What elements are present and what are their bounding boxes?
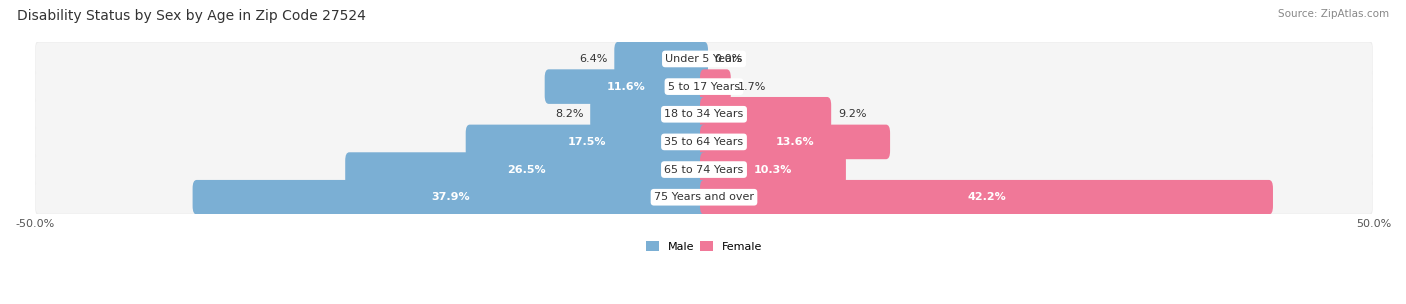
FancyBboxPatch shape [35, 179, 1372, 215]
Text: 37.9%: 37.9% [432, 192, 470, 202]
Text: 9.2%: 9.2% [838, 109, 866, 119]
Text: 42.2%: 42.2% [967, 192, 1005, 202]
Text: 11.6%: 11.6% [607, 81, 645, 92]
FancyBboxPatch shape [614, 42, 709, 76]
Text: 65 to 74 Years: 65 to 74 Years [665, 164, 744, 174]
FancyBboxPatch shape [35, 181, 1372, 214]
FancyBboxPatch shape [35, 41, 1372, 77]
FancyBboxPatch shape [35, 98, 1372, 131]
Text: 75 Years and over: 75 Years and over [654, 192, 754, 202]
Text: 13.6%: 13.6% [776, 137, 814, 147]
Text: Under 5 Years: Under 5 Years [665, 54, 742, 64]
Text: 6.4%: 6.4% [579, 54, 607, 64]
Text: Disability Status by Sex by Age in Zip Code 27524: Disability Status by Sex by Age in Zip C… [17, 9, 366, 23]
FancyBboxPatch shape [591, 97, 709, 132]
FancyBboxPatch shape [35, 68, 1372, 105]
FancyBboxPatch shape [35, 124, 1372, 160]
FancyBboxPatch shape [700, 97, 831, 132]
FancyBboxPatch shape [35, 153, 1372, 186]
Text: 1.7%: 1.7% [738, 81, 766, 92]
FancyBboxPatch shape [35, 43, 1372, 75]
FancyBboxPatch shape [465, 125, 709, 159]
FancyBboxPatch shape [35, 96, 1372, 132]
Legend: Male, Female: Male, Female [641, 237, 766, 256]
FancyBboxPatch shape [700, 180, 1272, 215]
Text: 35 to 64 Years: 35 to 64 Years [665, 137, 744, 147]
FancyBboxPatch shape [35, 126, 1372, 158]
Text: 26.5%: 26.5% [508, 164, 546, 174]
FancyBboxPatch shape [544, 69, 709, 104]
Text: 10.3%: 10.3% [754, 164, 792, 174]
FancyBboxPatch shape [700, 125, 890, 159]
FancyBboxPatch shape [35, 151, 1372, 188]
Text: 18 to 34 Years: 18 to 34 Years [665, 109, 744, 119]
Text: 17.5%: 17.5% [568, 137, 606, 147]
Text: Source: ZipAtlas.com: Source: ZipAtlas.com [1278, 9, 1389, 19]
FancyBboxPatch shape [346, 152, 709, 187]
FancyBboxPatch shape [700, 152, 846, 187]
Text: 8.2%: 8.2% [555, 109, 583, 119]
FancyBboxPatch shape [193, 180, 709, 215]
Text: 5 to 17 Years: 5 to 17 Years [668, 81, 740, 92]
FancyBboxPatch shape [35, 70, 1372, 103]
FancyBboxPatch shape [700, 69, 731, 104]
Text: 0.0%: 0.0% [714, 54, 742, 64]
